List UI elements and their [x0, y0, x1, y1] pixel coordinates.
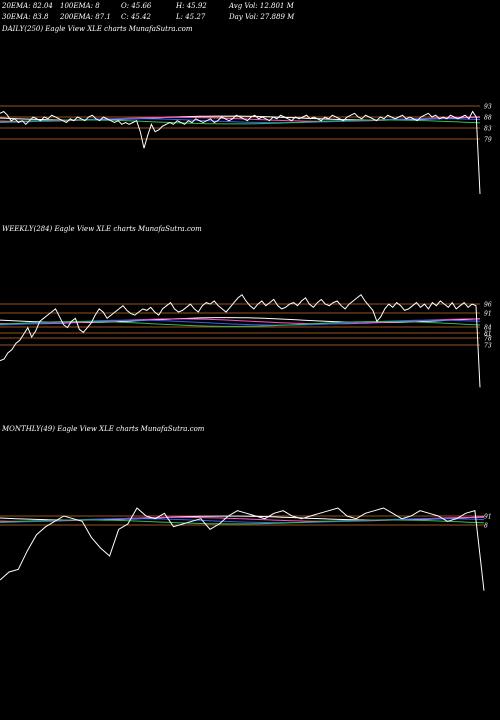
daily-ema-line-4: [0, 119, 481, 125]
day-vol-label: Day Vol: 27.889 M: [229, 13, 295, 21]
ema20-label: 20EMA: 82.04: [2, 2, 53, 10]
open-label: O: 45.66: [121, 2, 152, 10]
daily-level-label: 79: [484, 137, 492, 144]
high-label: H: 45.92: [176, 2, 207, 10]
weekly-panel-label: WEEKLY(284) Eagle View XLE charts Munafa…: [2, 225, 202, 233]
ema30-label: 30EMA: 83.8: [2, 13, 49, 21]
daily-price-line: [0, 110, 481, 195]
weekly-level-label: 73: [484, 343, 492, 350]
ema200-label: 200EMA: 87.1: [60, 13, 111, 21]
avg-vol-label: Avg Vol: 12.801 M: [229, 2, 294, 10]
weekly-ema-line-4: [0, 321, 481, 327]
weekly-level-label: 91: [484, 311, 492, 318]
weekly-level-label: 96: [484, 302, 492, 309]
monthly-panel-label: MONTHLY(49) Eagle View XLE charts Munafa…: [2, 425, 205, 433]
monthly-price-line: [0, 507, 485, 591]
weekly-level-label: 78: [484, 336, 492, 343]
close-label: C: 45.42: [121, 13, 151, 21]
low-label: L: 45.27: [176, 13, 206, 21]
monthly-level-label: 91: [484, 514, 492, 521]
weekly-level-label: 81: [484, 331, 492, 338]
monthly-ema-line-4: [0, 519, 485, 525]
monthly-level-label: 8: [484, 523, 488, 530]
daily-panel-label: DAILY(250) Eagle View XLE charts MunafaS…: [2, 25, 193, 33]
weekly-level-label: 84: [484, 325, 492, 332]
weekly-price-line: [0, 293, 481, 388]
daily-level-label: 83: [484, 126, 492, 133]
daily-level-label: 93: [484, 104, 492, 111]
ema100-label: 100EMA: 8: [60, 2, 100, 10]
daily-level-label: 88: [484, 115, 492, 122]
